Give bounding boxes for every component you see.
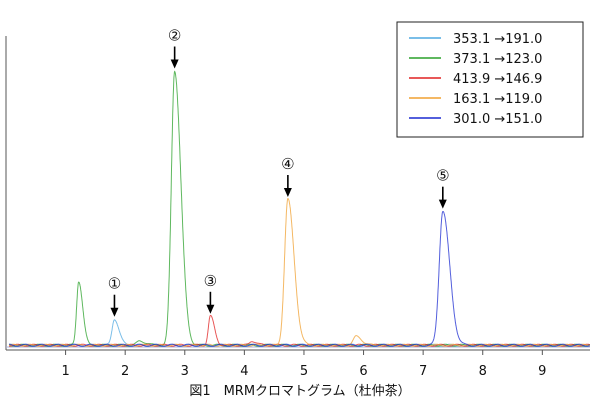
figure-caption: 図1 MRMクロマトグラム（杜仲茶） [189,383,410,399]
legend-label: 413.9 →146.9 [453,72,542,87]
peak-marker-arrowhead [110,307,119,317]
x-tick-label: 6 [359,364,367,379]
peak-marker-arrowhead [438,199,447,209]
x-tick-label: 9 [538,364,546,379]
legend-label: 353.1 →191.0 [453,32,542,47]
peak-marker-arrowhead [170,59,179,69]
x-tick-label: 1 [61,364,69,379]
x-tick-label: 7 [419,364,427,379]
x-tick-label: 8 [479,364,487,379]
peak-markers: ① ② ③ ④ ⑤ [108,27,450,317]
legend: 353.1 →191.0 373.1 →123.0 413.9 →146.9 163.… [396,21,584,138]
series-line-5 [9,211,591,347]
series-line-4 [8,197,591,347]
peak-marker-arrowhead [283,188,292,197]
peak-marker-label: ⑤ [436,167,449,185]
peak-marker-label: ① [108,275,121,293]
legend-label: 373.1 →123.0 [453,52,542,67]
legend-label: 301.0 →151.0 [453,112,542,127]
x-tick-label: 4 [240,364,248,379]
peak-marker-arrowhead [206,304,215,314]
peak-marker-label: ③ [204,272,217,290]
x-ticks: 1 2 3 4 5 6 7 8 9 [61,350,546,379]
peak-marker-label: ② [168,27,181,45]
x-tick-label: 3 [181,364,189,379]
x-tick-label: 5 [300,364,308,379]
x-tick-label: 2 [121,364,129,379]
traces [8,70,591,347]
legend-label: 163.1 →119.0 [453,92,542,107]
peak-marker-label: ④ [281,155,294,173]
